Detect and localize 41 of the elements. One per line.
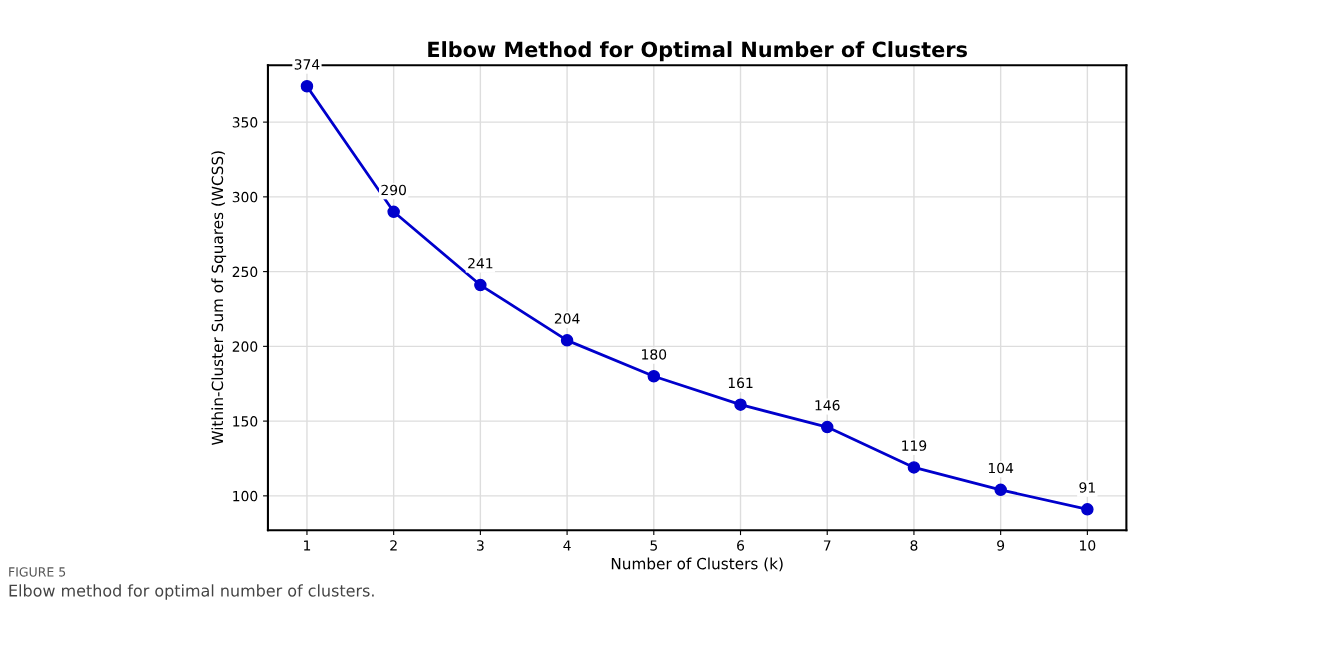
point	[820, 420, 834, 434]
y-tick-label: 100	[233, 490, 258, 502]
point	[1081, 503, 1094, 516]
point	[474, 278, 487, 292]
x-tick-label: 4	[563, 540, 571, 551]
y-tick-label: 150	[233, 416, 258, 427]
chart-title: Elbow Method for Optimal Number of Clusters	[428, 41, 967, 62]
point	[994, 483, 1007, 497]
data-label: 119	[902, 440, 927, 451]
data-label: 374	[294, 59, 320, 70]
x-tick-label: 3	[477, 540, 484, 551]
point	[387, 205, 400, 219]
data-label: 290	[381, 184, 406, 196]
x-tick-label: 7	[823, 540, 831, 551]
data-label: 104	[988, 462, 1014, 474]
point	[734, 398, 747, 411]
caption: FIGURE 5	[9, 567, 66, 577]
x-tick-label: 2	[390, 540, 397, 551]
text: Elbow method for optimal number of clusters.	[9, 584, 374, 600]
x-tick-label: 9	[997, 540, 1005, 551]
data-label: 146	[815, 400, 840, 411]
y-tick-label: 200	[232, 341, 258, 352]
x-axis-title: Number of Clusters (k)	[611, 557, 783, 572]
point	[647, 370, 661, 383]
data-label: 91	[1079, 482, 1095, 493]
point	[300, 79, 314, 93]
x-tick-label: 10	[1080, 540, 1096, 551]
x-tick-label: 6	[737, 540, 745, 551]
y-tick-label: 300	[232, 191, 258, 203]
point	[907, 461, 921, 474]
x-tick-label: 8	[910, 540, 918, 551]
data-label: 241	[468, 257, 493, 269]
point	[560, 334, 574, 347]
data-label: 180	[642, 349, 667, 360]
data-label: 161	[728, 377, 753, 389]
y-tick-label: 350	[232, 117, 258, 128]
y-tick-label: 250	[232, 266, 258, 278]
data-label: 204	[554, 313, 580, 324]
x-tick-label: 5	[650, 540, 658, 551]
y-axis-title: Within-Cluster Sum of Squares (WCSS)	[211, 151, 227, 446]
x-tick-label: 1	[304, 540, 311, 551]
